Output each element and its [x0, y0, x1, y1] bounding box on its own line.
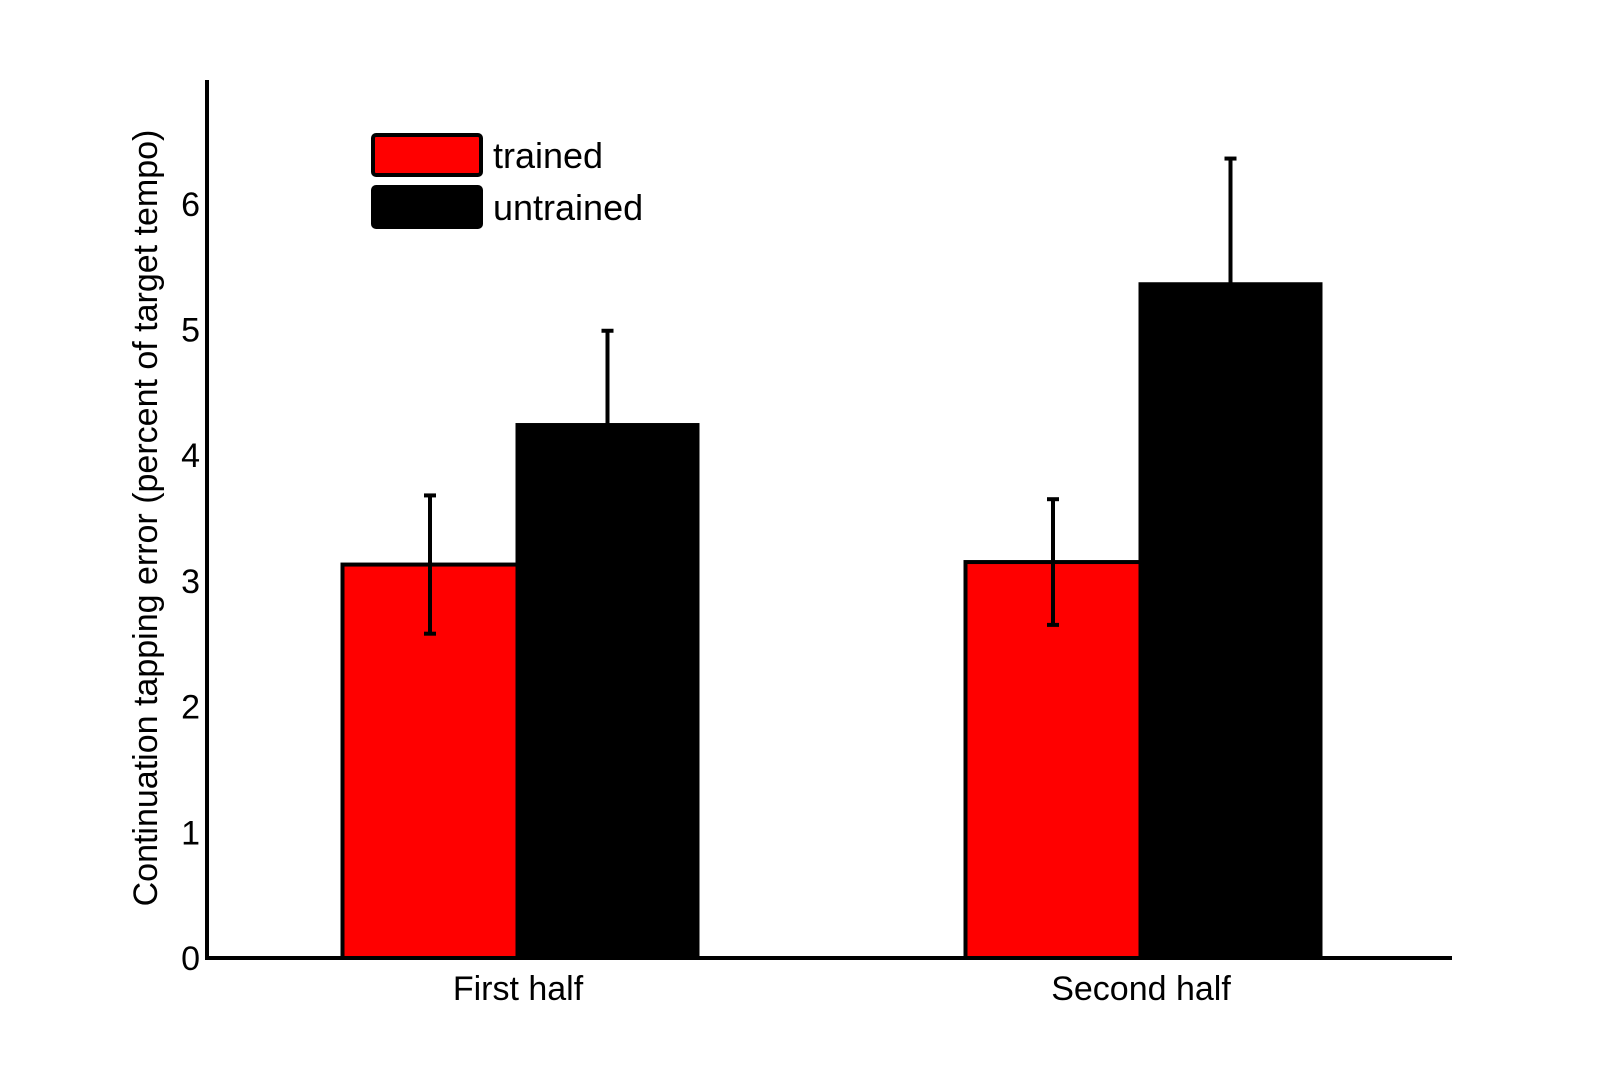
legend-item-untrained: untrained: [371, 185, 643, 229]
legend-label: trained: [493, 135, 603, 176]
y-axis-label: Continuation tapping error (percent of t…: [127, 130, 165, 907]
y-tick-label: 3: [181, 563, 200, 601]
error-bar-untrained-0: [601, 328, 614, 522]
error-bar-trained-1: [1047, 497, 1059, 627]
y-tick-label: 2: [181, 689, 200, 727]
error-bar-untrained-1: [1224, 156, 1237, 412]
bars-layer: [340, 282, 1323, 961]
y-tick-labels: 0 1 2 3 4 5 6: [181, 186, 200, 978]
y-tick-label: 0: [181, 940, 200, 978]
legend-swatch: [371, 185, 483, 229]
legend-item-trained: trained: [371, 133, 603, 177]
legend-swatch: [371, 133, 483, 177]
error-bar-trained-0: [424, 493, 436, 636]
x-tick-label: Second half: [1051, 970, 1231, 1008]
category-labels: First half Second half: [453, 970, 1232, 1008]
legend-label: untrained: [493, 187, 643, 228]
legend: trained untrained: [371, 133, 643, 229]
y-tick-label: 5: [181, 312, 200, 350]
y-tick-label: 6: [181, 186, 200, 224]
x-tick-label: First half: [453, 970, 584, 1008]
error-bars-layer: [424, 156, 1237, 636]
y-tick-label: 1: [181, 814, 200, 852]
y-tick-label: 4: [181, 437, 200, 475]
